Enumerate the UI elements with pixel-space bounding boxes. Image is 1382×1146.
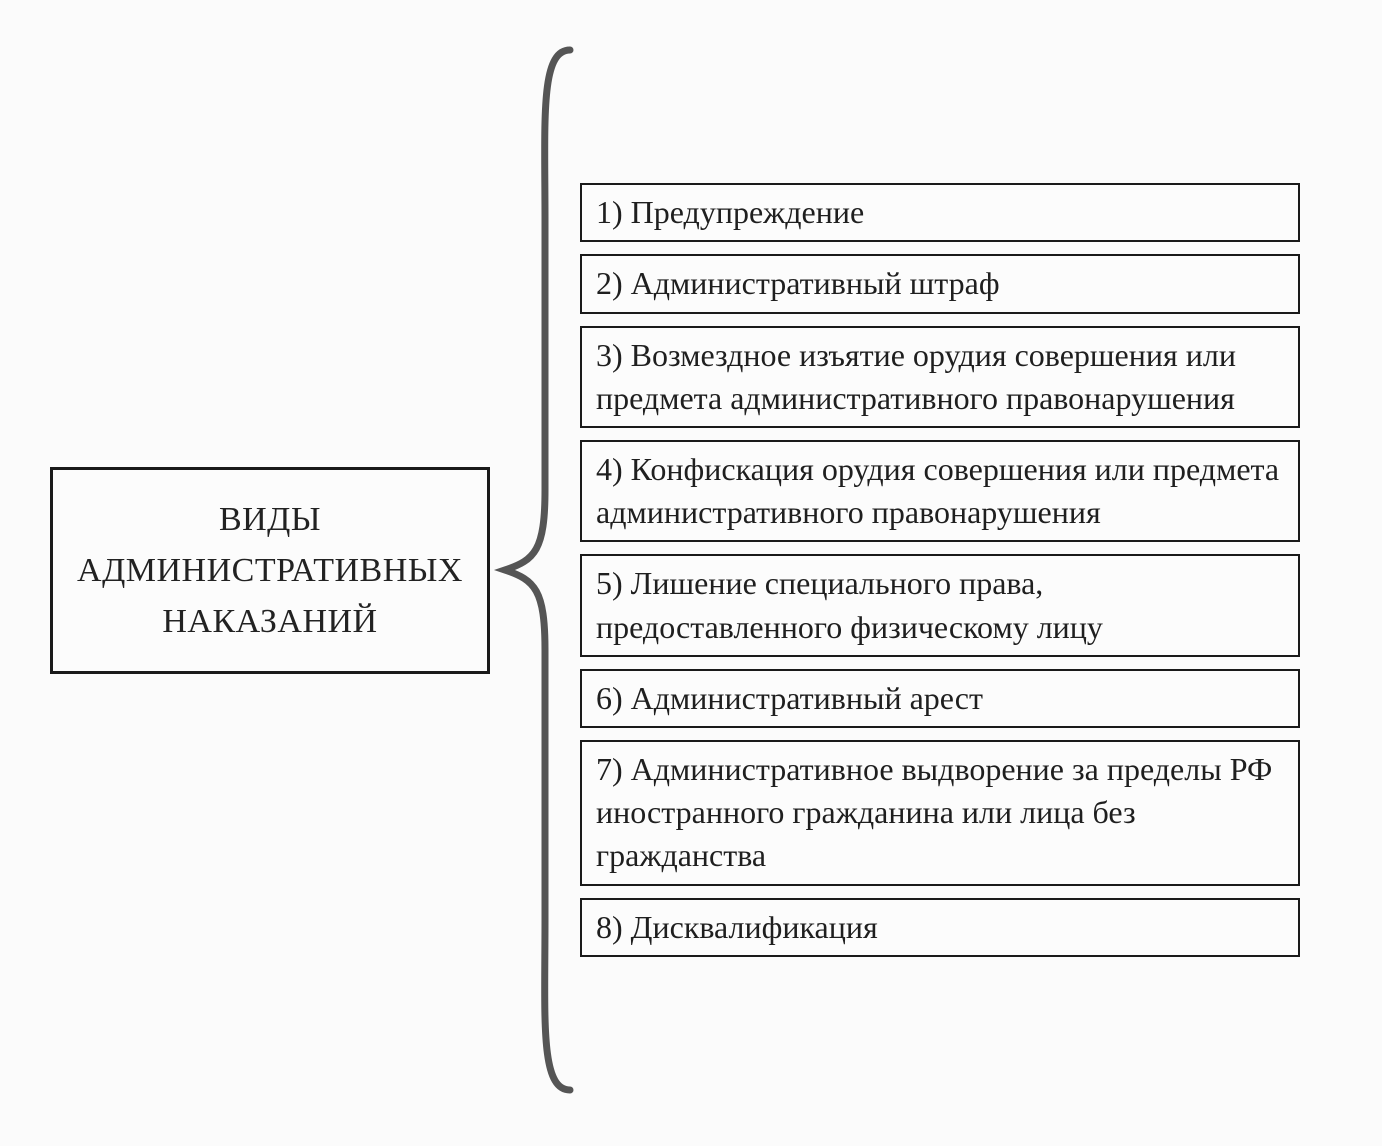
items-column: 1) Предупреждение 2) Административный шт… [580,183,1300,956]
list-item: 3) Возмездное изъятие орудия совершения … [580,326,1300,428]
list-item: 6) Административный арест [580,669,1300,728]
list-item: 1) Предупреждение [580,183,1300,242]
list-item: 2) Административный штраф [580,254,1300,313]
curly-brace-icon [490,40,580,1100]
list-item: 4) Конфискация орудия совершения или пре… [580,440,1300,542]
list-item: 8) Дисквалификация [580,898,1300,957]
diagram-container: ВИДЫ АДМИНИСТРАТИВНЫХ НАКАЗАНИЙ 1) Преду… [50,30,1330,1110]
brace-column [490,40,580,1100]
title-box: ВИДЫ АДМИНИСТРАТИВНЫХ НАКАЗАНИЙ [50,467,490,674]
list-item: 5) Лишение специального права, предостав… [580,554,1300,656]
diagram-title: ВИДЫ АДМИНИСТРАТИВНЫХ НАКАЗАНИЙ [71,494,469,647]
list-item: 7) Административное выдворение за предел… [580,740,1300,886]
